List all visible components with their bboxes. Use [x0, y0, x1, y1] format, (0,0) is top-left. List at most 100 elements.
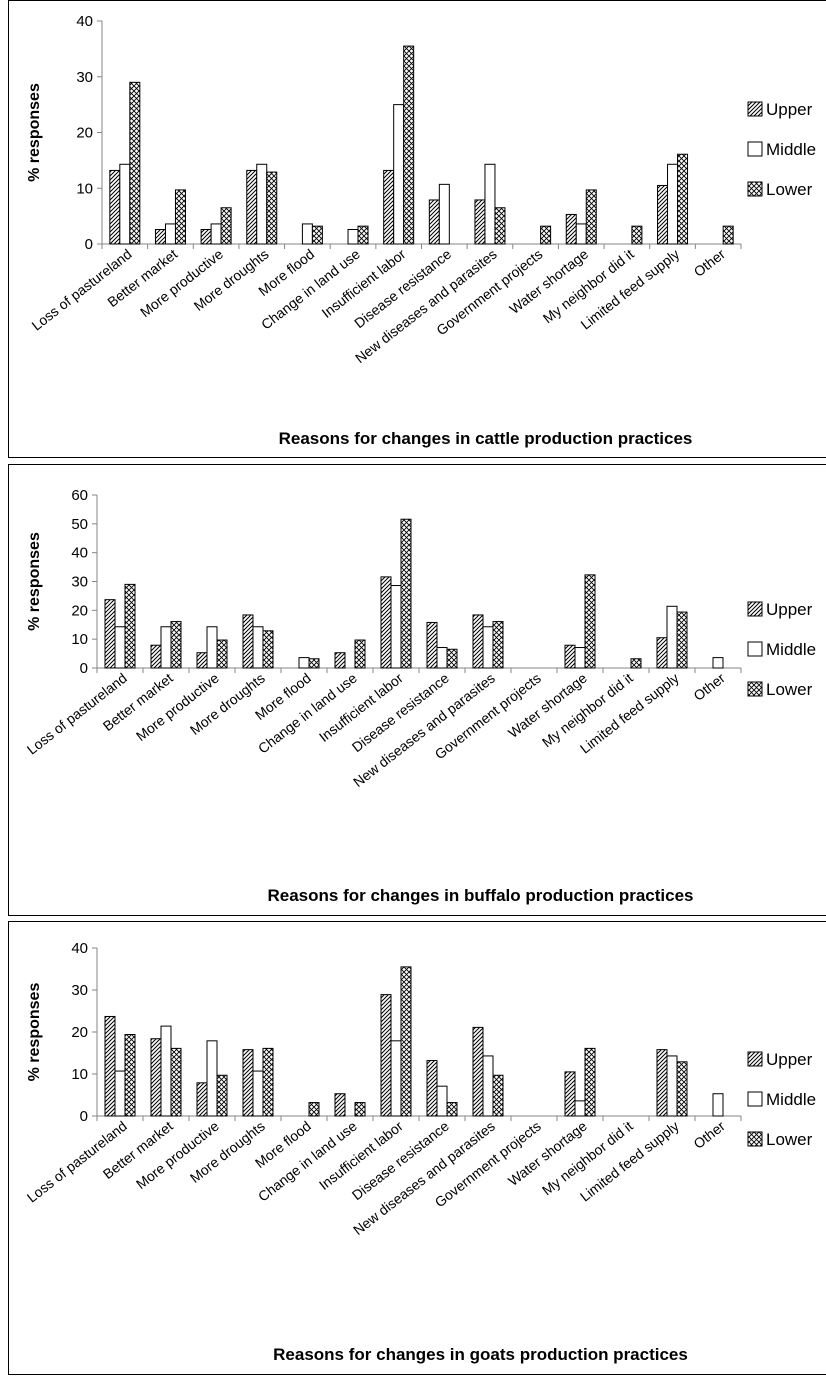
legend-label-middle: Middle [766, 140, 816, 159]
y-tick-label: 50 [71, 516, 88, 533]
y-tick-label: 60 [71, 487, 88, 504]
series-lower [129, 45, 734, 245]
bar-upper-more-droughts [242, 1049, 254, 1117]
bar-middle-water-shortage [574, 647, 586, 669]
bar-lower-disease-resistance [446, 1102, 458, 1117]
bar-upper-more-productive [196, 652, 208, 669]
bar-lower-more-productive [220, 207, 232, 245]
bar-upper-more-droughts [246, 169, 258, 245]
bar-upper-disease-resistance [428, 199, 440, 245]
bar-lower-change-in-land-use [357, 225, 369, 245]
bar-middle-new-diseases-and-parasites [482, 626, 494, 669]
bar-lower-new-diseases-and-parasites [492, 1074, 504, 1117]
bar-upper-change-in-land-use [334, 652, 346, 669]
bar-middle-water-shortage [575, 223, 587, 245]
y-tick-label: 20 [71, 602, 88, 619]
bar-lower-better-market [174, 189, 186, 245]
bar-middle-more-droughts [256, 163, 268, 245]
y-tick-label: 40 [71, 545, 88, 562]
bar-upper-better-market [154, 229, 166, 245]
x-axis-title: Reasons for changes in goats production … [273, 1345, 688, 1364]
bar-upper-limited-feed-supply [657, 184, 669, 245]
bar-upper-insufficient-labor [383, 169, 395, 245]
bar-middle-limited-feed-supply [666, 1055, 678, 1117]
x-category-label: More productive [133, 1118, 222, 1193]
bar-lower-insufficient-labor [400, 966, 412, 1117]
y-axis-title: % responses [26, 983, 43, 1082]
bar-middle-more-productive [206, 626, 218, 669]
series-upper [104, 994, 668, 1117]
bar-lower-limited-feed-supply [677, 153, 689, 245]
x-axis-title: Reasons for changes in buffalo productio… [267, 886, 693, 905]
series-middle [114, 585, 724, 669]
legend-label-lower: Lower [766, 1130, 813, 1149]
x-category-label: Other [690, 670, 728, 704]
legend-label-upper: Upper [766, 1050, 813, 1069]
y-tick-label: 10 [76, 180, 93, 197]
legend-swatch-middle [747, 141, 763, 157]
bar-middle-water-shortage [574, 1100, 586, 1117]
bar-upper-limited-feed-supply [656, 637, 668, 669]
y-tick-label: 30 [76, 69, 93, 86]
y-tick-label: 20 [76, 125, 93, 142]
series-lower [124, 966, 688, 1117]
legend-label-upper: Upper [766, 100, 813, 119]
bar-middle-other [712, 1093, 724, 1117]
legend-swatch-lower [747, 181, 763, 197]
legend-label-upper: Upper [766, 600, 813, 619]
bar-middle-insufficient-labor [390, 1040, 402, 1117]
bar-lower-insufficient-labor [403, 45, 415, 245]
bar-lower-loss-of-pastureland [124, 1034, 136, 1117]
bar-upper-new-diseases-and-parasites [474, 199, 486, 245]
bar-upper-more-productive [196, 1082, 208, 1117]
bar-lower-more-droughts [266, 171, 278, 245]
series-lower [124, 518, 688, 669]
bar-middle-better-market [160, 1025, 172, 1117]
bar-lower-more-flood [308, 1102, 320, 1117]
bar-lower-better-market [170, 621, 182, 669]
x-category-label: Other [690, 1118, 728, 1152]
bar-middle-loss-of-pastureland [114, 1070, 126, 1117]
cattle-chart-panel: 0 10 20 30 40 Loss of pastureland Better marke… [8, 0, 826, 458]
bar-lower-disease-resistance [446, 648, 458, 669]
y-tick-label: 40 [76, 13, 93, 30]
bar-upper-loss-of-pastureland [109, 169, 121, 245]
bar-lower-limited-feed-supply [676, 611, 688, 669]
bar-middle-better-market [164, 223, 176, 245]
bar-middle-limited-feed-supply [667, 163, 679, 245]
bar-middle-new-diseases-and-parasites [482, 1055, 494, 1117]
bar-middle-disease-resistance [438, 183, 450, 245]
bar-lower-water-shortage [584, 574, 596, 669]
legend-label-middle: Middle [766, 1090, 816, 1109]
y-tick-label: 0 [80, 1108, 88, 1125]
y-axis-title: % responses [26, 532, 43, 631]
bar-upper-disease-resistance [426, 1060, 438, 1117]
bar-lower-government-projects [540, 225, 552, 245]
y-tick-label: 30 [71, 574, 88, 591]
bar-lower-my-neighbor-did-it [631, 225, 643, 245]
buffalo-chart-panel: 0 10 20 30 40 50 60 Loss of pastureland Better m… [8, 464, 826, 916]
bar-lower-loss-of-pastureland [129, 81, 141, 245]
bar-upper-more-droughts [242, 614, 254, 669]
bar-middle-insufficient-labor [393, 104, 405, 245]
bar-lower-more-productive [216, 639, 228, 669]
x-category-label: Other [691, 246, 729, 280]
bar-upper-water-shortage [565, 213, 577, 245]
y-tick-label: 0 [80, 660, 88, 677]
y-tick-label: 30 [71, 982, 88, 999]
bar-lower-change-in-land-use [354, 1102, 366, 1117]
y-tick-label: 10 [71, 1066, 88, 1083]
x-axis-title: Reasons for changes in cattle production… [279, 429, 693, 448]
bar-lower-more-droughts [262, 630, 274, 669]
legend-swatch-middle [747, 1091, 763, 1107]
bar-middle-change-in-land-use [347, 229, 359, 245]
bar-lower-more-droughts [262, 1047, 274, 1117]
legend-swatch-middle [747, 641, 763, 657]
bar-middle-insufficient-labor [390, 585, 402, 669]
bar-upper-insufficient-labor [380, 576, 392, 669]
bar-middle-more-productive [210, 223, 222, 245]
bar-lower-new-diseases-and-parasites [494, 207, 506, 245]
legend-label-lower: Lower [766, 180, 813, 199]
bar-lower-better-market [170, 1047, 182, 1117]
bar-middle-more-productive [206, 1040, 218, 1117]
